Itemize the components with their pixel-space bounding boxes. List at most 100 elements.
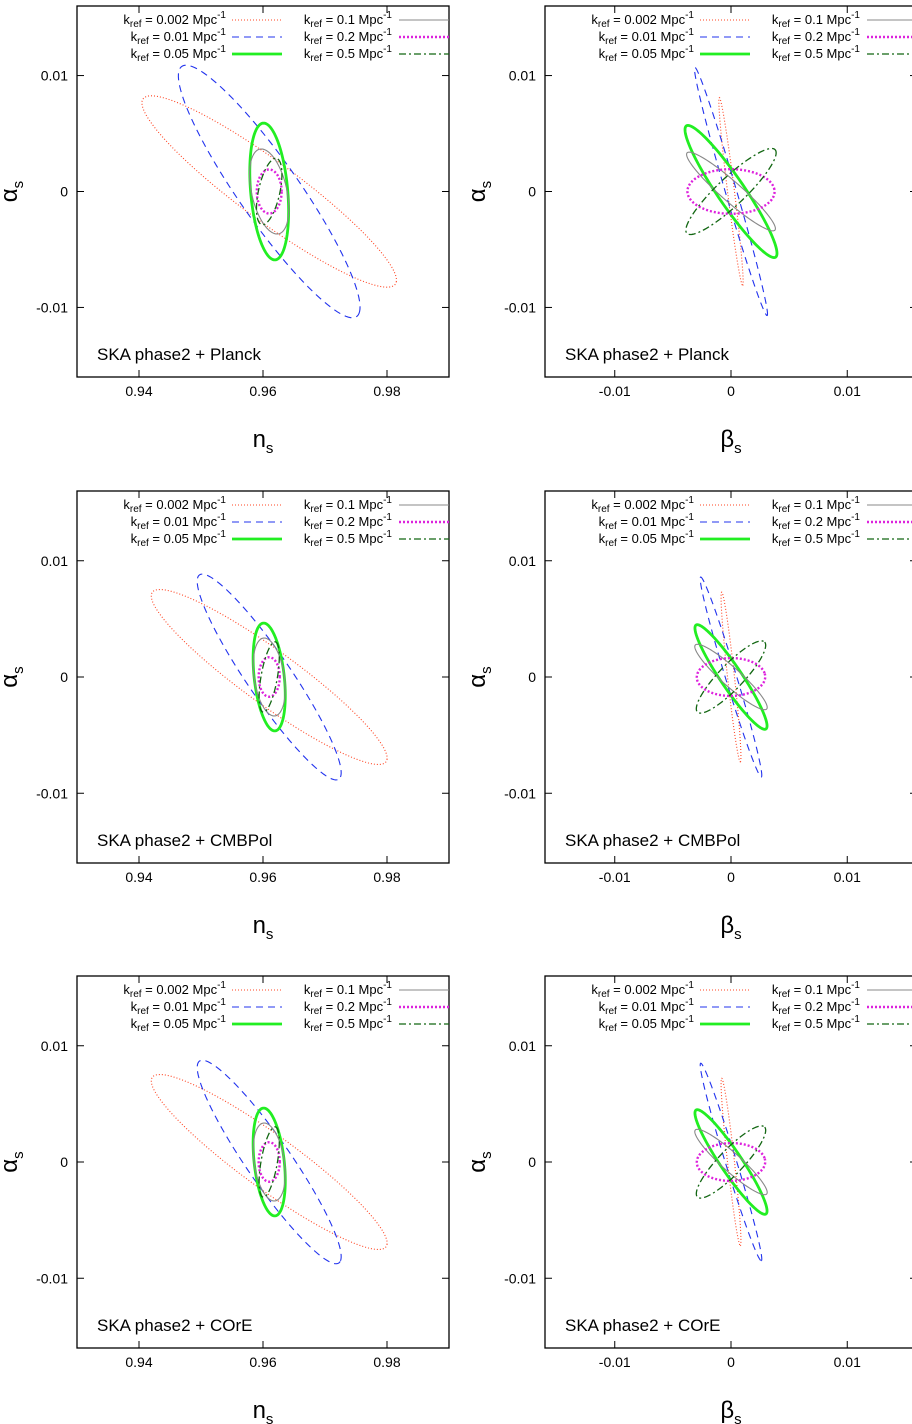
legend-label: kref = 0.2 Mpc-1 — [772, 512, 861, 532]
contour-k0p05 — [693, 1108, 769, 1216]
y-tick-label: 0.01 — [509, 553, 536, 569]
x-tick-label: 0.01 — [834, 1354, 861, 1370]
panel-bottom-left: 0.94 0.96 0.98 -0.01 0 0.01 ns αs kref = 0.002 M… — [0, 975, 450, 1424]
plot-frame — [544, 490, 912, 864]
contour-k0p1 — [249, 148, 290, 235]
ellipse-group — [693, 576, 769, 778]
contour-k0p05 — [693, 623, 769, 731]
x-tick-label: 0.96 — [249, 1354, 276, 1370]
contour-k0p5 — [255, 157, 283, 226]
x-tick-label: 0.94 — [125, 1354, 152, 1370]
contour-k0p002 — [150, 1073, 388, 1251]
contour-k0p5 — [258, 641, 280, 713]
legend-label: kref = 0.1 Mpc-1 — [772, 10, 861, 30]
plot-frame — [76, 490, 450, 864]
legend-label: kref = 0.01 Mpc-1 — [599, 997, 695, 1017]
x-tick-label: -0.01 — [599, 383, 631, 399]
panel-annotation: SKA phase2 + CMBPol — [97, 831, 272, 850]
y-axis-label: αs — [464, 1151, 495, 1172]
x-axis-label: ns — [253, 1397, 274, 1424]
contour-k0p1 — [686, 151, 776, 232]
plot-frame — [76, 975, 450, 1349]
legend-label: kref = 0.05 Mpc-1 — [599, 44, 695, 64]
legend-label: kref = 0.002 Mpc-1 — [123, 10, 226, 30]
legend-label: kref = 0.1 Mpc-1 — [304, 10, 393, 30]
legend-label: kref = 0.5 Mpc-1 — [772, 44, 861, 64]
contour-k0p01 — [196, 573, 342, 781]
legend-label: kref = 0.05 Mpc-1 — [131, 44, 227, 64]
x-tick-label: 0.98 — [373, 869, 400, 885]
y-tick-label: -0.01 — [36, 299, 68, 315]
contour-k0p5 — [685, 147, 777, 236]
contour-k0p5 — [695, 640, 767, 714]
legend-label: kref = 0.1 Mpc-1 — [772, 495, 861, 515]
contour-k0p01 — [699, 1062, 763, 1262]
x-tick-label: -0.01 — [599, 1354, 631, 1370]
legend-label: kref = 0.2 Mpc-1 — [304, 512, 393, 532]
x-tick-label: 0.94 — [125, 869, 152, 885]
x-tick-label: -0.01 — [599, 869, 631, 885]
legend-label: kref = 0.5 Mpc-1 — [304, 44, 393, 64]
panel-middle-right: -0.01 0 0.01 -0.01 0 0.01 βs αs kref = 0.002 Mpc… — [464, 490, 912, 943]
x-tick-label: 0 — [727, 383, 735, 399]
panel-annotation: SKA phase2 + Planck — [565, 345, 729, 364]
ellipse-group — [141, 64, 398, 319]
legend-label: kref = 0.05 Mpc-1 — [599, 529, 695, 549]
y-tick-label: 0 — [60, 1154, 68, 1170]
y-tick-label: 0 — [528, 1154, 536, 1170]
contour-k0p05 — [683, 124, 779, 259]
contour-k0p2 — [695, 1141, 767, 1183]
x-tick-label: 0.96 — [249, 869, 276, 885]
contour-k0p5 — [258, 1126, 280, 1198]
contour-k0p2 — [695, 656, 767, 698]
x-axis-label: βs — [720, 1397, 741, 1424]
contour-k0p002 — [718, 96, 744, 287]
y-tick-label: -0.01 — [504, 1270, 536, 1286]
y-tick-label: -0.01 — [504, 785, 536, 801]
y-axis-label: αs — [0, 181, 27, 202]
contour-k0p01 — [196, 1059, 342, 1265]
legend-label: kref = 0.002 Mpc-1 — [591, 980, 694, 1000]
contour-k0p01 — [177, 64, 361, 319]
contour-k0p01 — [693, 66, 769, 317]
y-tick-label: -0.01 — [504, 299, 536, 315]
legend-label: kref = 0.5 Mpc-1 — [772, 1014, 861, 1034]
plot-frame — [544, 975, 912, 1349]
legend-label: kref = 0.1 Mpc-1 — [304, 980, 393, 1000]
x-axis-label: βs — [720, 426, 741, 457]
y-axis-label: αs — [464, 181, 495, 202]
contour-k0p2 — [257, 1141, 281, 1183]
x-tick-label: 0.96 — [249, 383, 276, 399]
contour-k0p2 — [257, 656, 281, 698]
x-tick-label: 0.98 — [373, 1354, 400, 1370]
x-tick-label: 0 — [727, 869, 735, 885]
legend-label: kref = 0.1 Mpc-1 — [304, 495, 393, 515]
panel-annotation: SKA phase2 + Planck — [97, 345, 261, 364]
contour-k0p002 — [720, 591, 742, 763]
legend-label: kref = 0.002 Mpc-1 — [591, 495, 694, 515]
legend-label: kref = 0.01 Mpc-1 — [131, 27, 227, 47]
legend-label: kref = 0.01 Mpc-1 — [131, 997, 227, 1017]
x-tick-label: 0.94 — [125, 383, 152, 399]
y-tick-label: 0 — [60, 669, 68, 685]
contour-k0p1 — [694, 1128, 768, 1196]
panel-middle-left: 0.94 0.96 0.98 -0.01 0 0.01 ns αs kref = 0.002 M… — [0, 490, 450, 943]
legend-label: kref = 0.01 Mpc-1 — [599, 512, 695, 532]
y-tick-label: 0.01 — [509, 68, 536, 84]
y-tick-label: 0 — [528, 184, 536, 200]
x-axis-label: ns — [253, 426, 274, 457]
legend-label: kref = 0.05 Mpc-1 — [599, 1014, 695, 1034]
y-tick-label: -0.01 — [36, 785, 68, 801]
legend-label: kref = 0.002 Mpc-1 — [591, 10, 694, 30]
legend-label: kref = 0.2 Mpc-1 — [772, 27, 861, 47]
legend-label: kref = 0.01 Mpc-1 — [599, 27, 695, 47]
contour-k0p2 — [255, 168, 283, 215]
x-axis-label: βs — [720, 912, 741, 943]
legend-label: kref = 0.002 Mpc-1 — [123, 980, 226, 1000]
legend-label: kref = 0.2 Mpc-1 — [304, 27, 393, 47]
